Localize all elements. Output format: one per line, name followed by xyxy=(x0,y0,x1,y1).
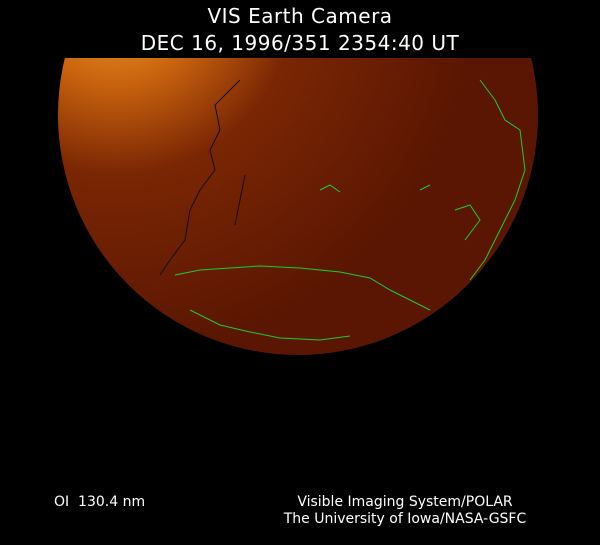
image-title: VIS Earth Camera xyxy=(207,4,393,28)
credit-block: Visible Imaging System/POLAR The Univers… xyxy=(250,494,560,528)
credit-line-2: The University of Iowa/NASA-GSFC xyxy=(283,511,527,527)
coastline-green xyxy=(174,79,526,341)
image-timestamp: DEC 16, 1996/351 2354:40 UT xyxy=(140,31,460,55)
credit-line-1: Visible Imaging System/POLAR xyxy=(297,494,513,510)
wavelength-label: OI 130.4 nm xyxy=(54,494,146,510)
coastline-dark xyxy=(159,79,246,276)
earth-disk xyxy=(58,58,538,355)
